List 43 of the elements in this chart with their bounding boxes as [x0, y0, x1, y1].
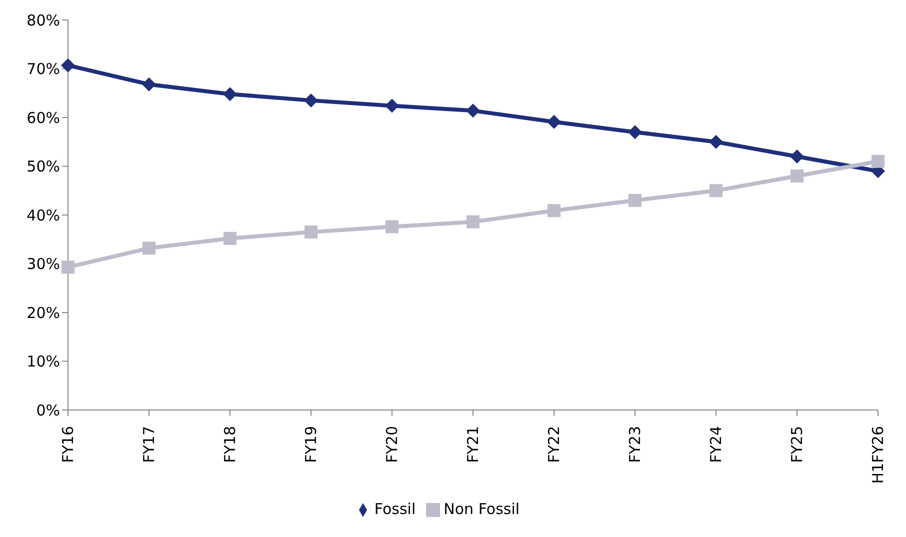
legend-label: Fossil	[374, 500, 416, 518]
point	[790, 170, 804, 182]
point	[547, 114, 561, 129]
y-tick-label: 20%	[26, 304, 60, 322]
y-tick-label: 40%	[26, 206, 60, 224]
y-tick-label: 80%	[26, 11, 60, 30]
point	[628, 125, 642, 140]
point	[548, 204, 560, 218]
x-tick-label: FY24	[707, 426, 725, 463]
x-tick-label: FY16	[59, 426, 77, 463]
point	[224, 232, 236, 245]
x-tick-label: FY17	[140, 426, 158, 463]
y-tick-label: 60%	[26, 108, 60, 127]
x-tick-label: FY19	[302, 426, 320, 463]
x-tick-label: FY25	[788, 426, 806, 463]
point	[304, 226, 318, 239]
point	[62, 260, 74, 274]
x-tick-label: H1FY26	[869, 426, 887, 484]
point	[710, 184, 722, 198]
x-tick-label: FY23	[626, 426, 644, 463]
y-tick-label: 10%	[26, 352, 60, 371]
legend-label: Non Fossil	[444, 500, 520, 518]
point	[872, 154, 884, 168]
x-tick-label: FY21	[464, 426, 482, 463]
x-tick-label: FY18	[221, 426, 239, 463]
point	[304, 93, 318, 108]
point	[386, 220, 398, 234]
y-tick-label: 30%	[26, 255, 60, 274]
point	[466, 104, 480, 118]
point	[142, 77, 156, 92]
y-tick-label: 50%	[26, 158, 60, 176]
point	[142, 242, 156, 255]
point	[709, 134, 723, 149]
point	[385, 98, 399, 113]
point	[790, 150, 804, 164]
y-tick-label: 70%	[26, 60, 60, 78]
point	[61, 58, 75, 72]
point	[223, 87, 237, 102]
y-tick-label: 0%	[36, 401, 60, 420]
point	[466, 215, 480, 228]
point	[628, 194, 642, 207]
x-tick-label: FY22	[545, 426, 563, 463]
x-tick-label: FY20	[383, 426, 401, 463]
